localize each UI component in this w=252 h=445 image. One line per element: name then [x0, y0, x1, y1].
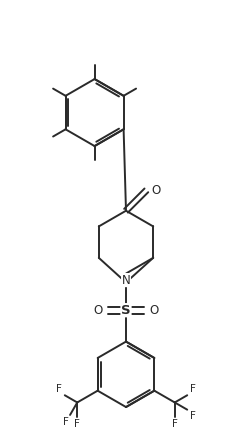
Text: F: F — [74, 420, 80, 429]
Text: S: S — [121, 303, 131, 317]
Text: F: F — [62, 417, 69, 427]
Text: F: F — [172, 420, 178, 429]
Text: O: O — [149, 303, 159, 317]
Text: F: F — [190, 411, 196, 421]
Text: O: O — [93, 303, 103, 317]
Text: N: N — [122, 274, 130, 287]
Text: O: O — [152, 184, 161, 197]
Text: F: F — [190, 384, 196, 394]
Text: F: F — [56, 384, 62, 394]
